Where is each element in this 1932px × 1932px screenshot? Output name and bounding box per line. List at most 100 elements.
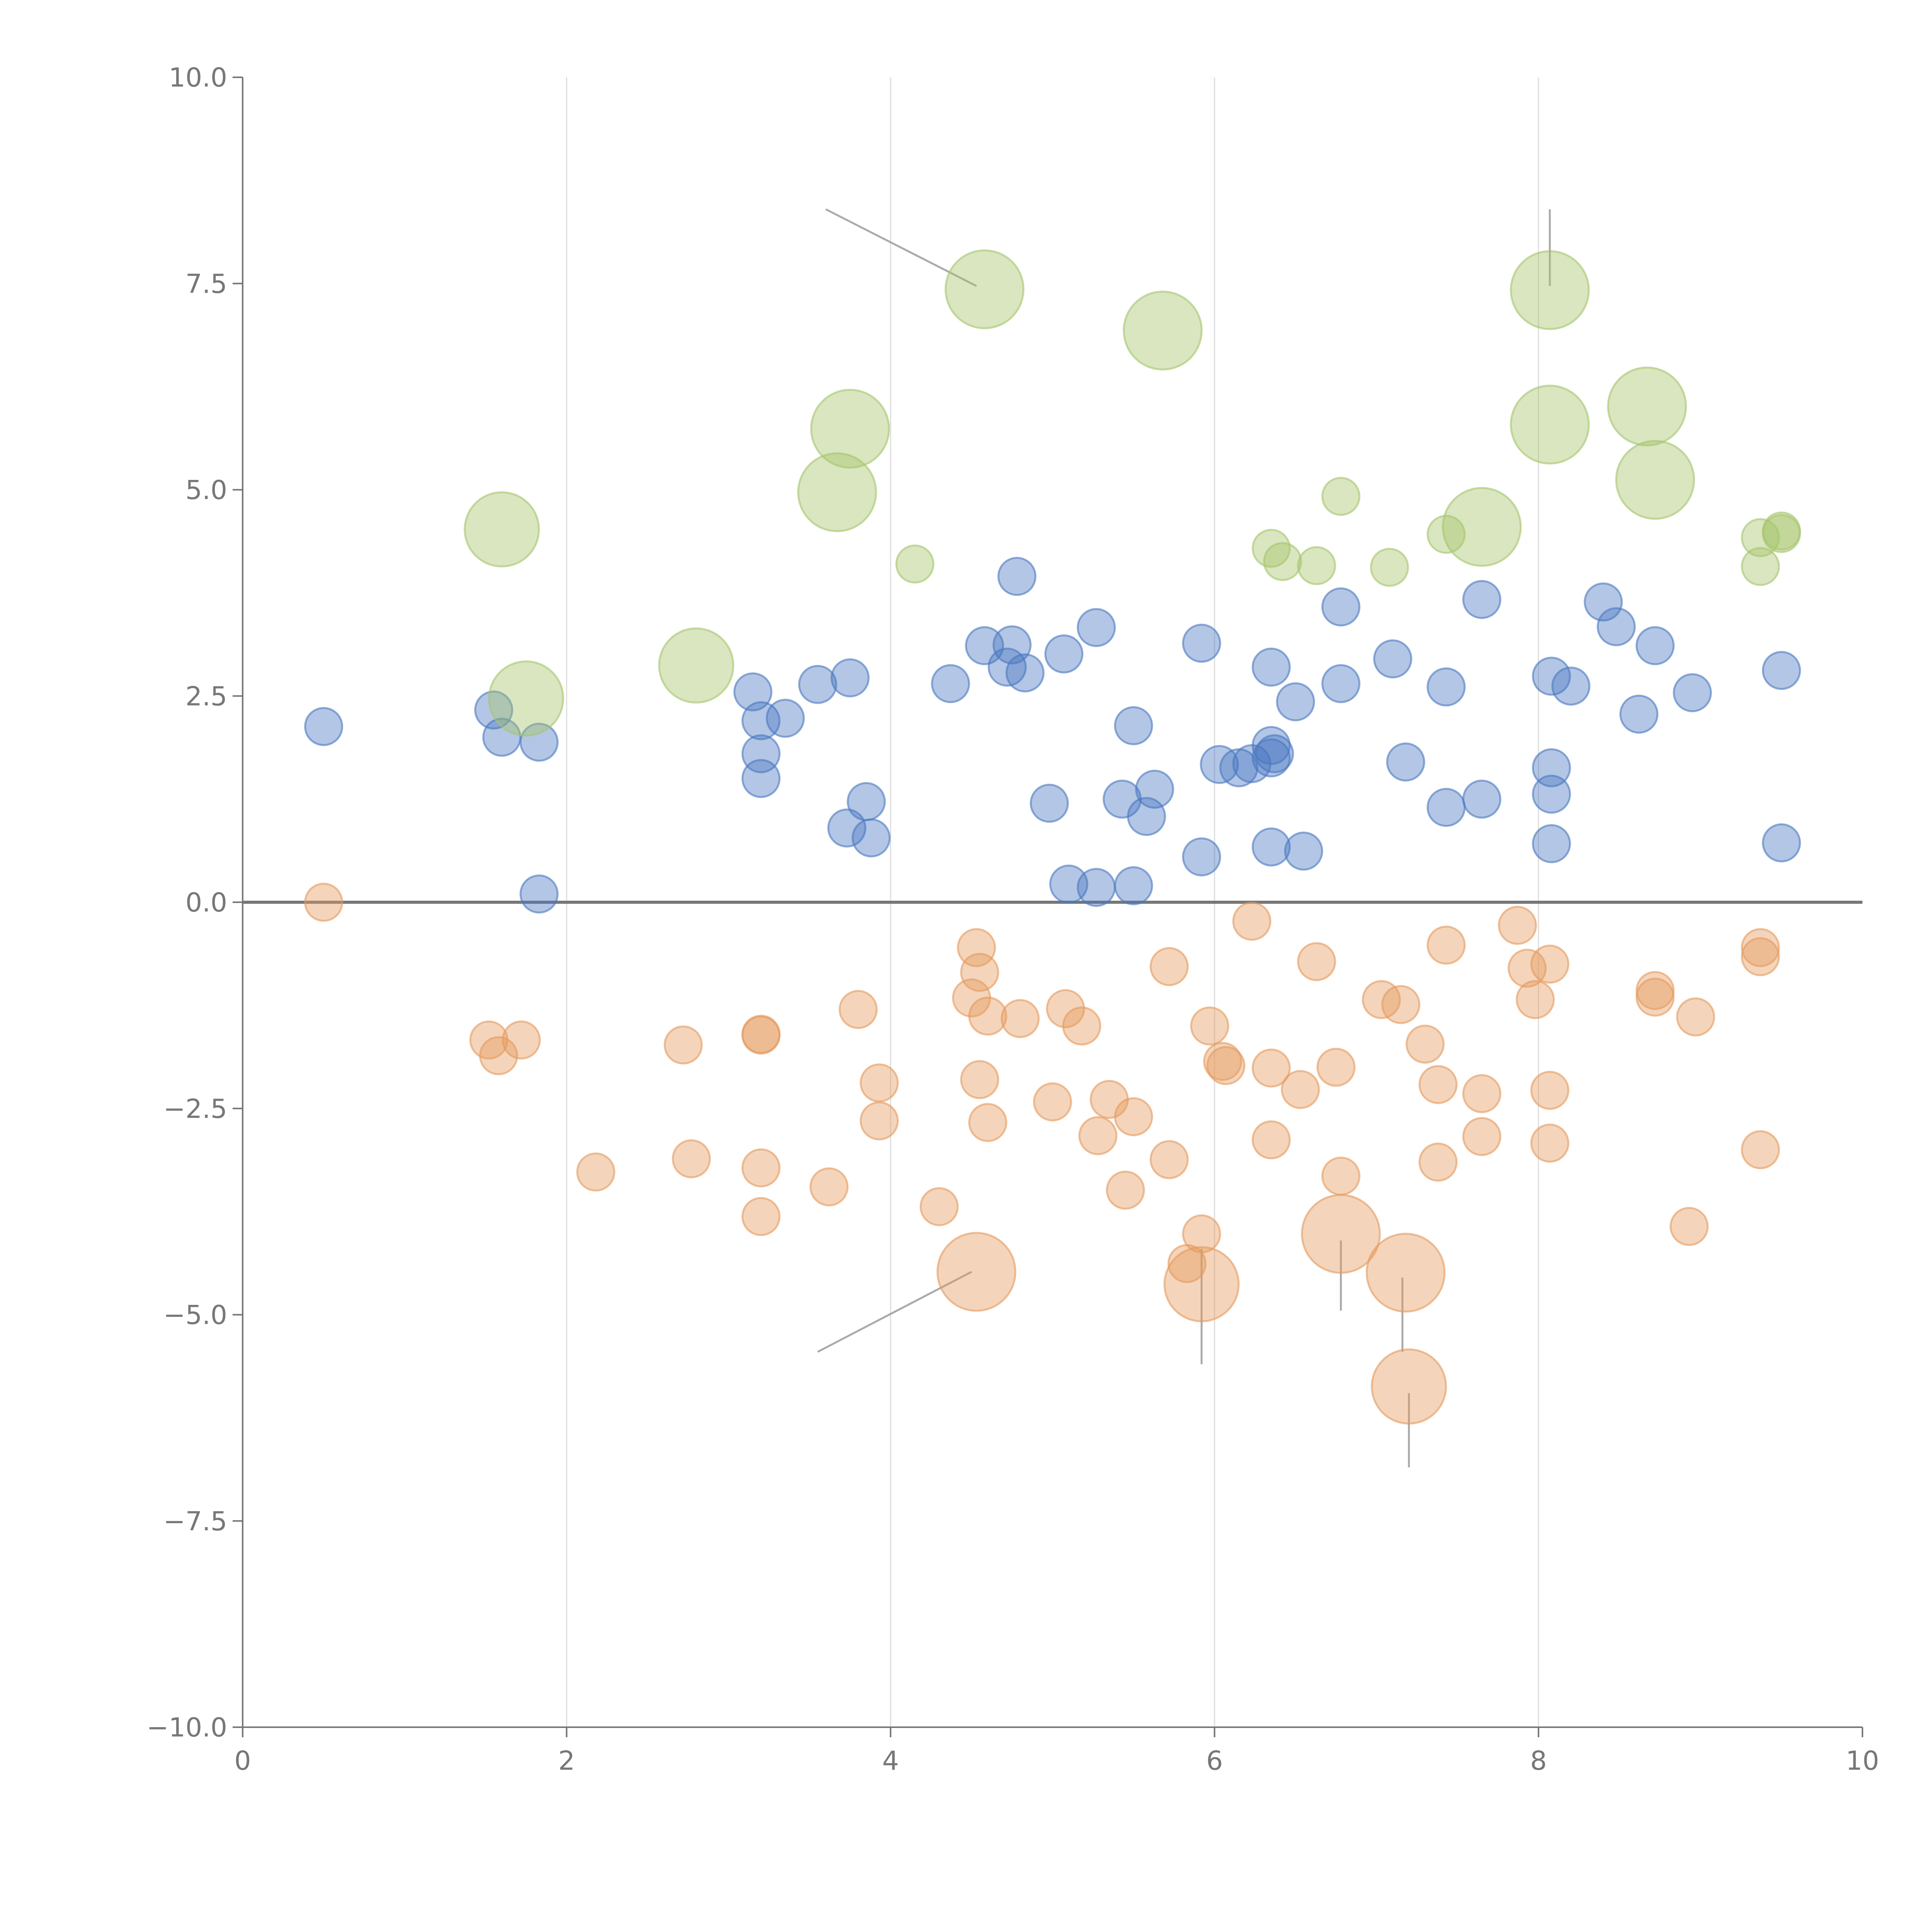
data-point-orange (1316, 1048, 1356, 1087)
data-point-orange (1321, 1156, 1361, 1196)
data-point-orange (1381, 985, 1420, 1024)
data-point-blue (1030, 784, 1069, 823)
data-point-orange (672, 1139, 711, 1179)
data-point-orange (920, 1187, 959, 1226)
data-point-orange (1371, 1348, 1447, 1425)
data-point-blue (1114, 706, 1153, 745)
data-point-blue (851, 818, 891, 857)
data-point-green (1427, 515, 1466, 554)
data-point-blue (1635, 626, 1675, 665)
data-point-green (1263, 542, 1302, 581)
data-point-green (1615, 440, 1695, 520)
data-point-blue (1252, 648, 1291, 687)
data-point-blue (1583, 582, 1623, 622)
data-point-blue (1427, 667, 1466, 707)
data-point-blue (1427, 787, 1466, 827)
data-point-blue (931, 664, 970, 703)
data-point-orange (741, 1015, 781, 1055)
data-point-orange (1530, 1123, 1570, 1163)
data-point-green (1321, 477, 1361, 516)
data-point-blue (1077, 868, 1116, 907)
data-point-orange (1301, 1194, 1381, 1274)
data-point-blue (1114, 866, 1153, 905)
y-tick-label: −7.5 (163, 1506, 227, 1537)
data-point-blue (1462, 779, 1502, 819)
data-point-blue (1005, 653, 1045, 692)
data-point-orange (1232, 901, 1272, 941)
data-point-blue (1255, 734, 1294, 774)
data-point-blue (1182, 837, 1221, 877)
x-tick-label: 6 (1206, 1746, 1223, 1776)
data-point-blue (827, 808, 867, 848)
data-point-green (1510, 250, 1590, 330)
y-tick-label: −5.0 (163, 1300, 227, 1331)
data-point-blue (1321, 664, 1361, 703)
data-point-green (1762, 514, 1801, 553)
data-point-orange (936, 1232, 1017, 1312)
data-point-blue (765, 699, 805, 738)
data-point-blue (741, 759, 781, 798)
data-point-blue (1386, 742, 1425, 782)
data-point-orange (1167, 1244, 1207, 1283)
data-point-green (1442, 487, 1522, 567)
data-point-orange (1362, 980, 1401, 1019)
data-point-blue (1462, 580, 1502, 619)
data-point-green (1607, 366, 1687, 447)
data-point-orange (1252, 1048, 1291, 1088)
data-point-blue (519, 874, 559, 914)
data-point-orange (741, 1197, 781, 1236)
data-point-orange (576, 1152, 616, 1192)
data-point-blue (1127, 797, 1166, 836)
data-point-orange (968, 997, 1007, 1036)
data-point-blue (1252, 827, 1291, 867)
data-point-orange (1741, 937, 1780, 976)
data-point-orange (1206, 1046, 1246, 1085)
data-point-orange (1498, 906, 1537, 945)
data-point-orange (1000, 999, 1040, 1038)
x-tick-label: 2 (558, 1746, 575, 1776)
data-point-orange (479, 1036, 518, 1075)
y-tick-label: 2.5 (185, 681, 227, 712)
data-point-orange (1669, 1207, 1709, 1246)
data-point-blue (1373, 639, 1412, 679)
data-point-orange (859, 1063, 899, 1103)
y-tick-label: −2.5 (163, 1094, 227, 1124)
annotation-line (817, 1271, 972, 1353)
data-point-blue (1762, 651, 1801, 690)
data-point-orange (1418, 1143, 1458, 1182)
data-point-blue (798, 665, 837, 704)
data-point-orange (1741, 1130, 1780, 1169)
data-point-orange (1462, 1074, 1502, 1113)
data-point-orange (1676, 997, 1715, 1037)
data-point-green (895, 544, 935, 584)
data-point-blue (830, 658, 870, 697)
data-point-blue (1532, 774, 1571, 814)
data-point-orange (1418, 1065, 1458, 1104)
data-point-orange (1741, 928, 1780, 967)
data-point-green (1122, 291, 1203, 371)
data-point-orange (663, 1025, 703, 1065)
data-point-blue (1619, 694, 1659, 734)
x-tick-label: 8 (1530, 1746, 1547, 1776)
data-point-green (464, 491, 540, 568)
x-tick-label: 10 (1846, 1746, 1879, 1776)
y-tick-label: 5.0 (185, 475, 227, 506)
data-point-orange (1366, 1233, 1446, 1313)
data-point-blue (733, 672, 772, 712)
data-point-blue (1200, 745, 1239, 784)
data-points (304, 249, 1801, 1425)
data-point-orange (1114, 1097, 1153, 1136)
data-point-green (810, 389, 890, 469)
annotation-line (825, 208, 977, 287)
data-point-blue (1762, 823, 1801, 862)
data-point-orange (1078, 1116, 1117, 1155)
y-tick-label: 0.0 (185, 888, 227, 918)
data-point-green (1252, 529, 1291, 568)
data-point-blue (1077, 608, 1116, 647)
data-point-orange (1033, 1082, 1072, 1122)
data-point-green (1510, 384, 1590, 465)
data-point-green (1741, 547, 1780, 586)
annotation-lines (817, 208, 1551, 1468)
